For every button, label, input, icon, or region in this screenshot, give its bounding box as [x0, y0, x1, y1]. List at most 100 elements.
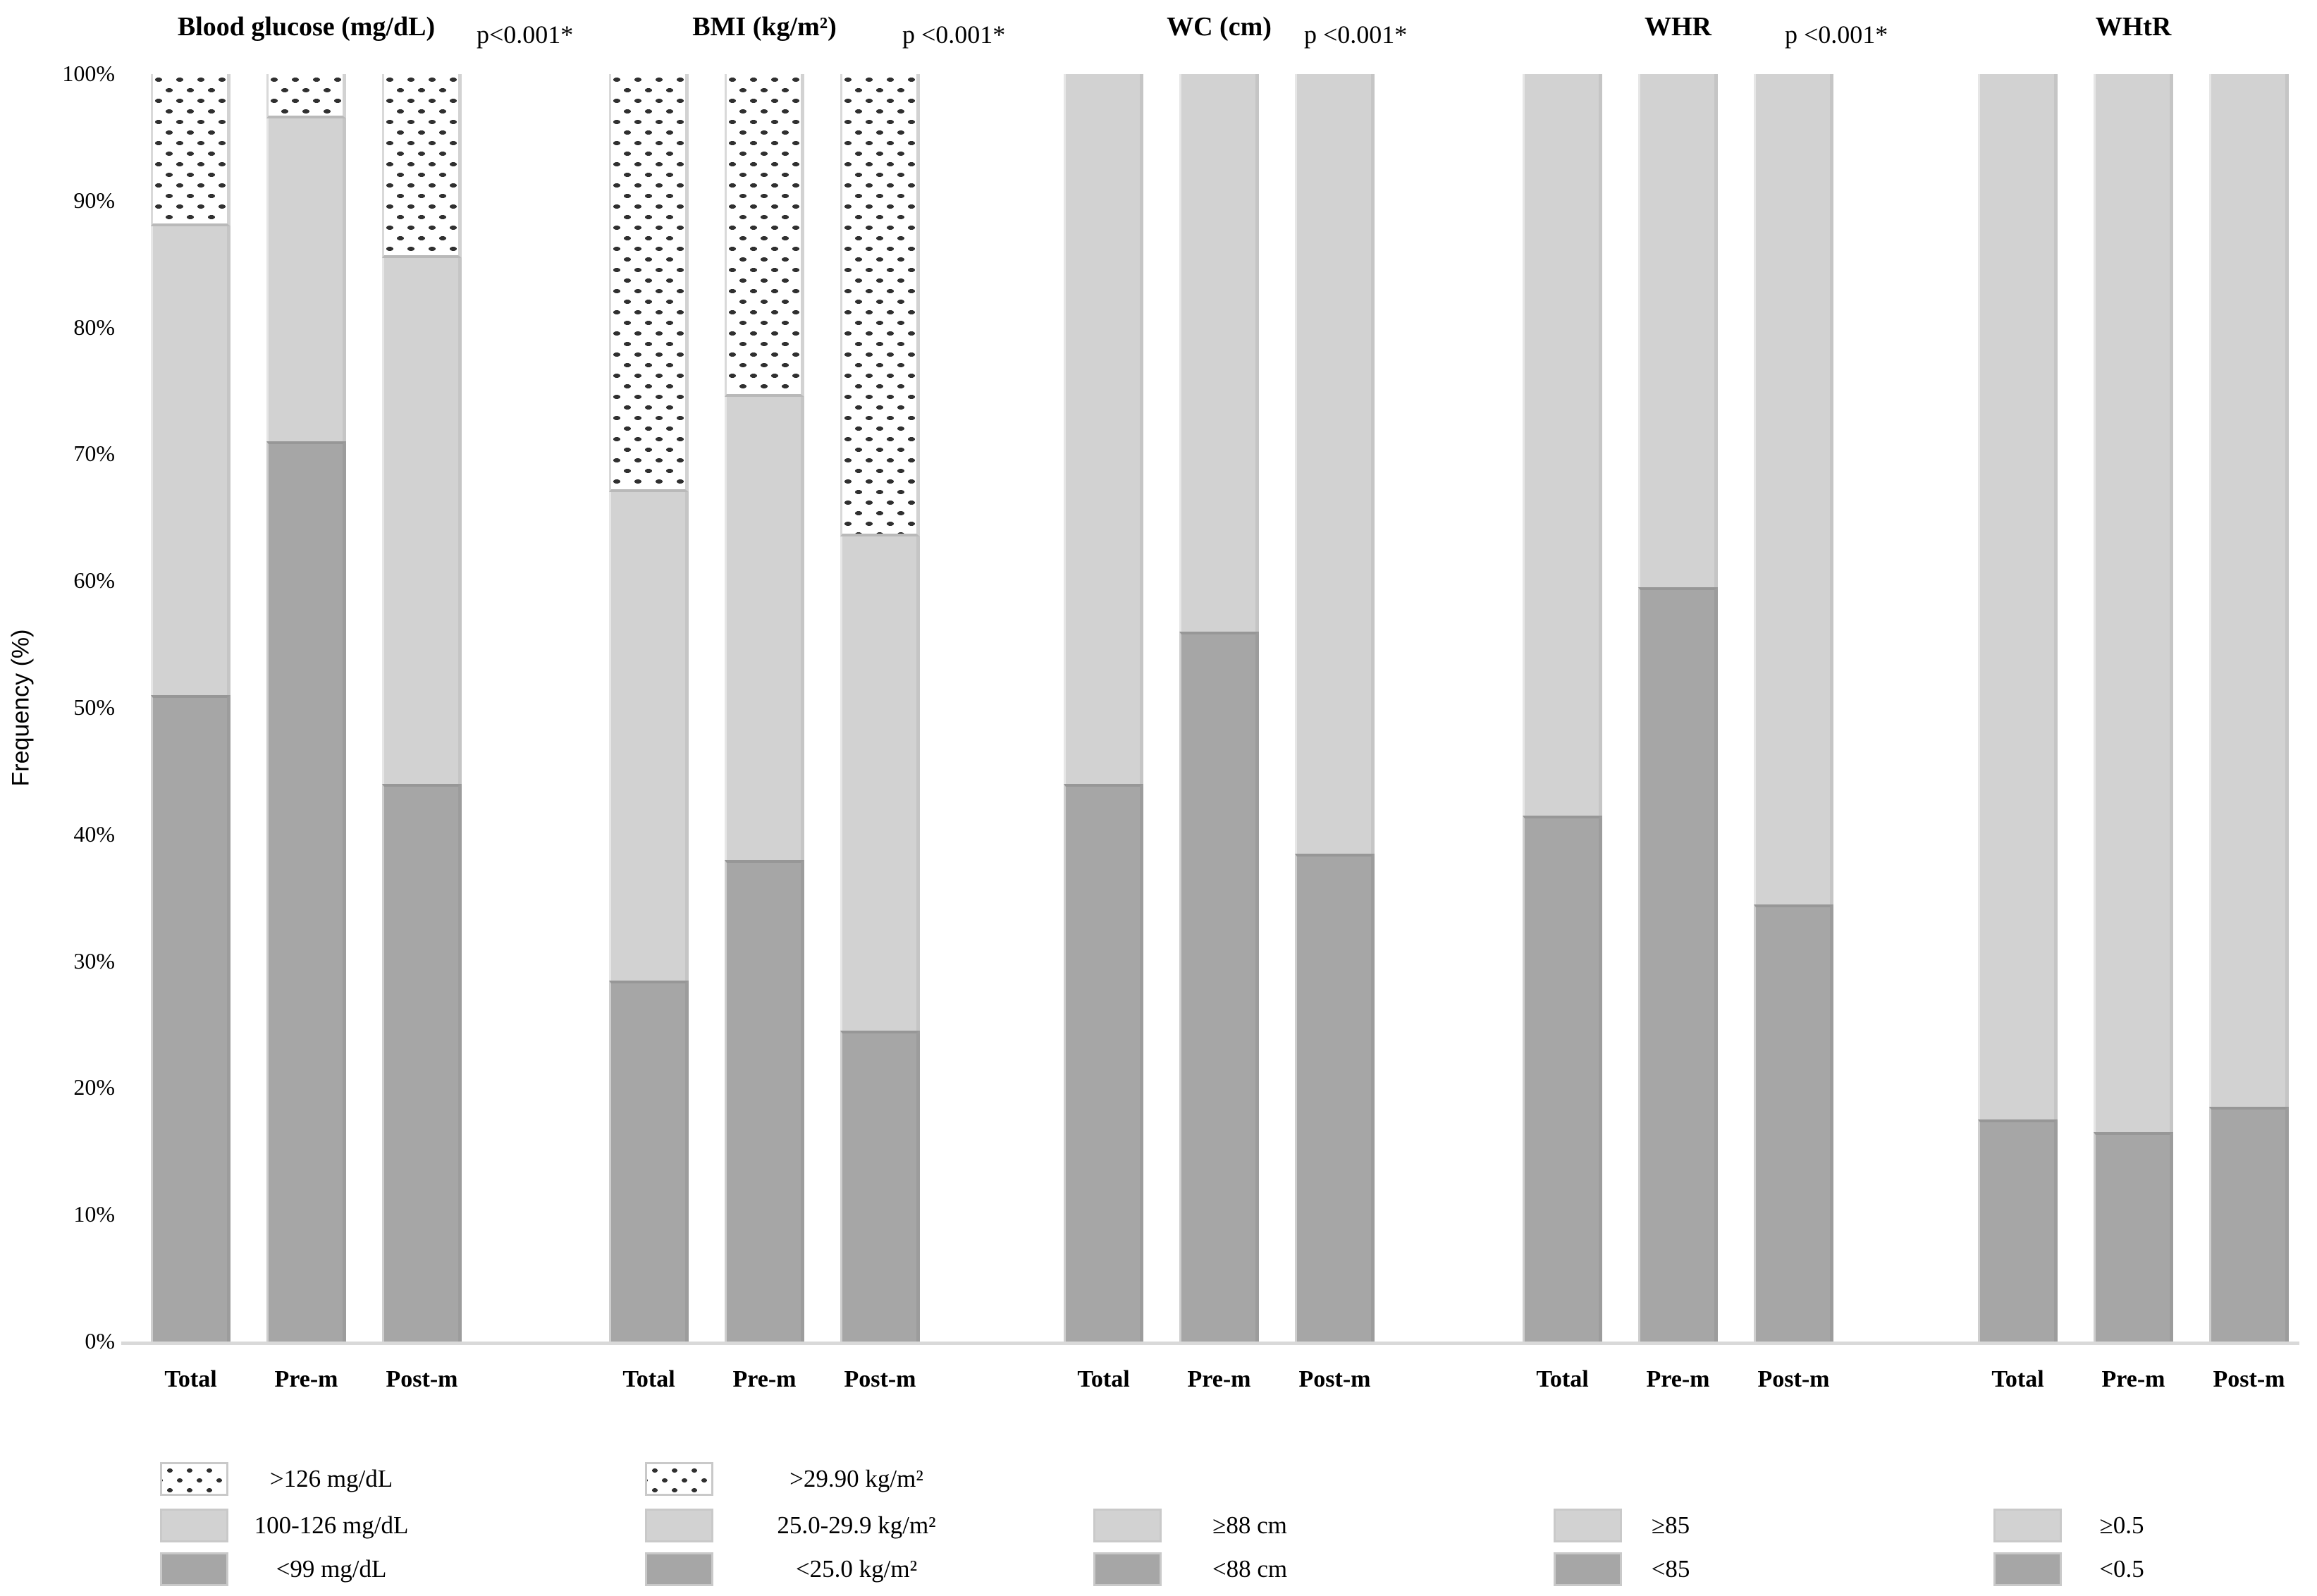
bar-segment-dotted [840, 74, 920, 537]
bar-segment-dark [1295, 853, 1375, 1342]
bar-segment-light [725, 397, 804, 860]
y-tick-label: 70% [73, 441, 115, 467]
bar-segment-light [2209, 74, 2289, 1107]
bar-segment-light [2094, 74, 2173, 1133]
legend-swatch-dark [1993, 1552, 2062, 1586]
bar [1179, 74, 1259, 1342]
bar [382, 74, 462, 1342]
y-tick-label: 50% [73, 694, 115, 720]
panel-title: BMI (kg/m²) [692, 12, 837, 42]
bar [1978, 74, 2058, 1342]
bar-segment-light [1064, 74, 1143, 784]
x-tick-label: Pre-m [274, 1366, 338, 1392]
legend-label: ≥0.5 [2099, 1511, 2144, 1539]
bar-segment-dark [2209, 1107, 2289, 1342]
legend-label: 100-126 mg/dL [254, 1511, 409, 1539]
bar-segment-dotted [266, 74, 346, 118]
x-tick-label: Post-m [386, 1366, 458, 1392]
legend-swatch-light [1554, 1509, 1622, 1542]
legend-swatch-light [160, 1509, 228, 1542]
bar [1754, 74, 1833, 1342]
y-tick-label: 10% [73, 1201, 115, 1227]
x-tick-label: Pre-m [1187, 1366, 1251, 1392]
x-tick-label: Total [1536, 1366, 1589, 1392]
y-tick-label: 30% [73, 947, 115, 974]
bar-segment-light [1638, 74, 1718, 588]
legend-swatch-dark [160, 1552, 228, 1586]
bar-segment-light [266, 118, 346, 442]
bar [151, 74, 231, 1342]
legend-label: <88 cm [1212, 1555, 1288, 1583]
bar-segment-dark [2094, 1132, 2173, 1342]
x-tick-label: Post-m [1757, 1366, 1830, 1392]
p-value: p <0.001* [902, 20, 1006, 49]
bar-segment-light [840, 536, 920, 1031]
x-axis-line [121, 1342, 2299, 1345]
bar [1638, 74, 1718, 1342]
legend-swatch-dotted [160, 1462, 228, 1496]
bar [1064, 74, 1143, 1342]
bar [266, 74, 346, 1342]
y-tick-label: 90% [73, 187, 115, 213]
bar-segment-light [1523, 74, 1602, 816]
bar-segment-dark [1978, 1119, 2058, 1342]
legend-swatch-light [1993, 1509, 2062, 1542]
legend-label: <25.0 kg/m² [795, 1555, 918, 1583]
bar-segment-dark [1638, 587, 1718, 1342]
y-tick-label: 80% [73, 314, 115, 340]
y-tick-label: 60% [73, 567, 115, 594]
y-tick-label: 0% [85, 1328, 115, 1353]
legend-label: <85 [1651, 1555, 1690, 1583]
x-tick-label: Post-m [2213, 1366, 2285, 1392]
bar-segment-light [1295, 74, 1375, 854]
legend-swatch-dark [645, 1552, 713, 1586]
x-tick-label: Post-m [1298, 1366, 1371, 1392]
bar-segment-dark [382, 783, 462, 1342]
bar-segment-light [1978, 74, 2058, 1120]
bar-segment-dotted [151, 74, 231, 226]
y-tick-label: 20% [73, 1074, 115, 1100]
bar-segment-light [382, 257, 462, 784]
p-value: p <0.001* [1785, 20, 1888, 49]
legend-label: >29.90 kg/m² [789, 1465, 923, 1492]
legend-label: ≥85 [1651, 1511, 1690, 1539]
p-value: p <0.001* [1304, 20, 1408, 49]
x-tick-label: Post-m [844, 1366, 916, 1392]
bar [1523, 74, 1602, 1342]
legend-swatch-light [645, 1509, 713, 1542]
panel-title: WHR [1645, 12, 1711, 42]
bar [609, 74, 689, 1342]
legend-label: <99 mg/dL [276, 1555, 387, 1583]
bar-segment-light [609, 492, 689, 981]
bar [840, 74, 920, 1342]
x-tick-label: Total [164, 1366, 217, 1392]
bar [2094, 74, 2173, 1342]
panel-title: WC (cm) [1167, 12, 1272, 42]
panel-title: WHtR [2095, 12, 2172, 42]
bar-segment-dotted [382, 74, 462, 258]
bar-segment-dotted [725, 74, 804, 398]
y-tick-label: 40% [73, 821, 115, 847]
bar-segment-dotted [609, 74, 689, 493]
bar-segment-dark [1523, 815, 1602, 1342]
legend-label: >126 mg/dL [269, 1465, 393, 1492]
bar-segment-dark [609, 980, 689, 1342]
panel-title: Blood glucose (mg/dL) [177, 12, 436, 42]
y-tick-label: 100% [62, 61, 115, 86]
bar-segment-light [1754, 74, 1833, 904]
bar-segment-dark [151, 695, 231, 1342]
x-tick-label: Total [1991, 1366, 2044, 1392]
legend-label: 25.0-29.9 kg/m² [777, 1511, 936, 1539]
legend-label: ≥88 cm [1212, 1511, 1287, 1539]
legend-label: <0.5 [2099, 1555, 2144, 1583]
legend-swatch-dark [1554, 1552, 1622, 1586]
bar-segment-light [151, 226, 231, 695]
bar-segment-light [1179, 74, 1259, 632]
bar [725, 74, 804, 1342]
x-tick-label: Total [1077, 1366, 1130, 1392]
x-tick-label: Pre-m [732, 1366, 797, 1392]
bar-segment-dark [840, 1031, 920, 1342]
bar-segment-dark [1064, 783, 1143, 1342]
p-value: p<0.001* [477, 20, 574, 49]
